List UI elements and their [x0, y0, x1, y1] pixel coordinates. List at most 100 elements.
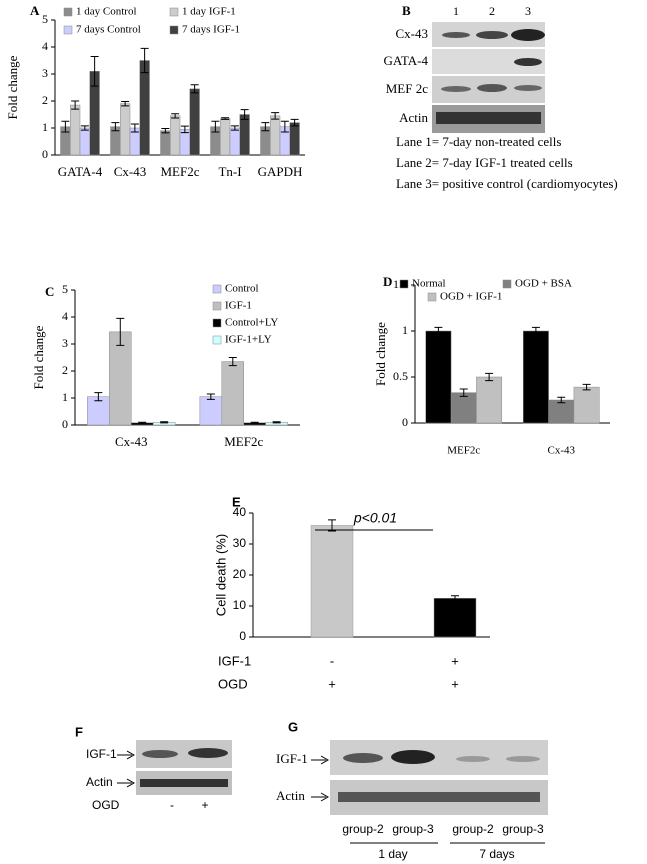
y-axis-label: Fold change — [5, 55, 20, 119]
lane-label: - — [170, 798, 174, 812]
bar — [522, 330, 549, 424]
panel-label: C — [45, 284, 54, 299]
y-tick-label: 1 — [62, 390, 68, 404]
panel-label: D — [383, 274, 392, 289]
panel-label: A — [30, 3, 40, 18]
y-tick-label: 0 — [62, 417, 68, 431]
y-axis-label: Fold change — [373, 322, 388, 386]
arrow — [117, 778, 136, 788]
group-label: 1 day — [378, 847, 407, 861]
lane-legend: Lane 3= positive control (cardiomyocytes… — [396, 176, 618, 191]
y-tick-label: 0 — [42, 147, 48, 161]
band — [476, 31, 508, 39]
bar — [189, 88, 200, 156]
legend-label: 7 days Control — [76, 24, 141, 36]
arrow — [311, 792, 330, 802]
error-bar — [485, 372, 494, 382]
error-bar — [140, 47, 149, 74]
bar — [450, 392, 477, 424]
group-label: 7 days — [479, 847, 514, 861]
bar — [79, 127, 90, 156]
y-tick-label: 2 — [42, 93, 48, 107]
panel-label: F — [75, 724, 83, 739]
bar — [289, 122, 300, 156]
y-tick-label: 40 — [233, 505, 247, 519]
condition-label: OGD — [92, 798, 120, 812]
y-tick-label: 0.5 — [393, 369, 408, 383]
bar — [160, 130, 171, 156]
legend-label: 1 day IGF-1 — [182, 6, 236, 18]
y-tick-label: 0 — [239, 629, 246, 643]
band — [514, 85, 542, 91]
y-tick-label: 1 — [402, 323, 408, 337]
error-bar — [434, 326, 443, 336]
bar — [199, 396, 223, 426]
annotation: p<0.01 — [353, 510, 397, 526]
error-bar — [240, 109, 249, 120]
legend-swatch — [212, 301, 222, 311]
lane-label: + — [201, 798, 208, 812]
lane-label: group-2 — [452, 822, 494, 836]
x-tick-label: GATA-4 — [58, 164, 103, 179]
bar — [220, 118, 231, 156]
legend-swatch — [399, 279, 409, 289]
band — [442, 32, 470, 38]
error-bar — [531, 326, 540, 336]
blot-g: G IGF-1 Actin group-2 group-3 group-2 gr… — [276, 719, 548, 861]
legend-swatch — [502, 279, 512, 289]
bar — [548, 399, 575, 424]
lane-legend: Lane 1= 7-day non-treated cells — [396, 134, 561, 149]
blot-f: F IGF-1 Actin OGD - + — [75, 724, 232, 812]
y-tick-label: 3 — [42, 66, 48, 80]
band — [514, 58, 542, 66]
error-bar — [582, 383, 591, 391]
bar — [239, 114, 250, 156]
error-bar — [261, 122, 270, 132]
legend-label: 1 day Control — [76, 6, 137, 18]
band — [511, 29, 545, 41]
condition-label: OGD — [218, 676, 248, 691]
legend-swatch — [427, 292, 437, 302]
band — [343, 753, 383, 763]
panel-label: B — [402, 3, 411, 18]
row-label: IGF-1 — [86, 747, 117, 761]
band — [456, 756, 490, 762]
error-bar — [71, 100, 80, 110]
bar — [310, 525, 354, 638]
x-tick-label: GAPDH — [258, 164, 303, 179]
band — [506, 756, 540, 762]
x-tick-label: Cx-43 — [115, 434, 148, 449]
row-label: Cx-43 — [396, 26, 429, 41]
arrow — [311, 755, 330, 765]
arrow — [117, 750, 136, 760]
x-tick-label: Tn-I — [218, 164, 241, 179]
row-label: MEF 2c — [386, 81, 428, 96]
error-bar — [130, 123, 139, 133]
row-label: Actin — [399, 110, 428, 125]
error-bar — [451, 595, 459, 602]
error-bar — [206, 393, 215, 400]
row-label: GATA-4 — [384, 53, 429, 68]
error-bar — [180, 125, 189, 134]
y-axis-label: Cell death (%) — [213, 534, 228, 616]
legend-label: Control+LY — [225, 317, 278, 329]
lane-label: group-3 — [502, 822, 544, 836]
legend-label: OGD + BSA — [515, 278, 572, 290]
legend-swatch — [212, 284, 222, 294]
lane-label: 2 — [489, 4, 495, 18]
bar — [476, 376, 503, 424]
y-tick-label: 2 — [62, 363, 68, 377]
condition-value: + — [328, 676, 336, 691]
bar — [70, 104, 81, 156]
lane-label: 3 — [525, 4, 531, 18]
bar — [573, 386, 600, 424]
lane-label: group-2 — [342, 822, 384, 836]
error-bar — [161, 128, 170, 134]
error-bar — [80, 125, 89, 131]
legend-swatch — [63, 25, 73, 35]
error-bar — [116, 317, 125, 346]
y-tick-label: 30 — [233, 536, 247, 550]
legend-label: OGD + IGF-1 — [440, 291, 502, 303]
legend-label: IGF-1 — [225, 300, 252, 312]
